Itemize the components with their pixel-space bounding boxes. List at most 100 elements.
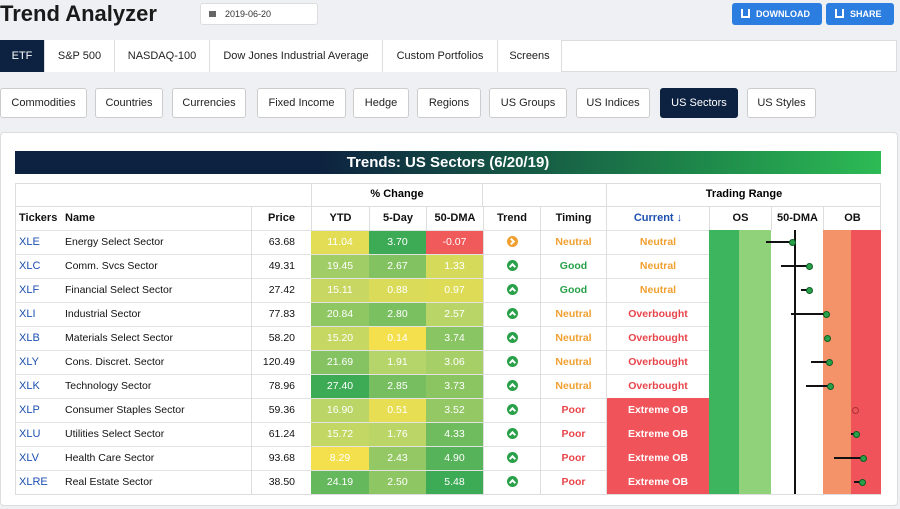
range-dot bbox=[805, 286, 813, 294]
tab[interactable]: S&P 500 bbox=[45, 40, 115, 72]
chevron bbox=[508, 310, 517, 319]
current: Overbought bbox=[606, 302, 709, 326]
page-title: Trend Analyzer bbox=[0, 1, 157, 26]
change-cell: 8.29 bbox=[311, 447, 369, 470]
change-cell: -0.07 bbox=[426, 231, 483, 254]
ticker[interactable]: XLF bbox=[19, 284, 40, 296]
tab[interactable]: Dow Jones Industrial Average bbox=[210, 40, 383, 72]
range-dot bbox=[853, 430, 861, 438]
change-cell: 16.90 bbox=[311, 399, 369, 422]
chevron bbox=[508, 334, 517, 343]
subtab[interactable]: Hedge bbox=[353, 88, 409, 118]
ticker[interactable]: XLE bbox=[19, 236, 40, 248]
range-tail bbox=[766, 241, 793, 243]
subtab[interactable]: US Styles bbox=[747, 88, 816, 118]
column-header: OB bbox=[823, 206, 881, 230]
change-cell: 2.50 bbox=[369, 471, 426, 494]
row-rule bbox=[15, 278, 709, 279]
subtab[interactable]: Regions bbox=[417, 88, 481, 118]
timing: Poor bbox=[540, 422, 606, 446]
change-cell: 3.06 bbox=[426, 351, 483, 374]
header-button[interactable]: DOWNLOAD bbox=[732, 3, 822, 25]
change-cell: 1.33 bbox=[426, 255, 483, 278]
tab[interactable]: ETF bbox=[0, 40, 45, 72]
button-icon bbox=[835, 9, 844, 18]
row-rule bbox=[15, 350, 709, 351]
price: 58.20 bbox=[251, 326, 311, 350]
trend-icon bbox=[507, 308, 518, 319]
trend-cell bbox=[483, 398, 540, 422]
chevron bbox=[508, 406, 517, 415]
row-rule bbox=[15, 398, 709, 399]
ticker[interactable]: XLU bbox=[19, 428, 41, 440]
trend-icon bbox=[507, 476, 518, 487]
column-header: 50-DMA bbox=[426, 206, 483, 230]
change-cell: 15.72 bbox=[311, 423, 369, 446]
range-dot bbox=[858, 478, 866, 486]
timing: Neutral bbox=[540, 302, 606, 326]
range-dot bbox=[824, 334, 832, 342]
name: Cons. Discret. Sector bbox=[65, 356, 165, 368]
subtab[interactable]: US Indices bbox=[576, 88, 650, 118]
tab[interactable]: Screens bbox=[498, 40, 562, 72]
current: Neutral bbox=[606, 278, 709, 302]
header-button[interactable]: SHARE bbox=[826, 3, 894, 25]
chevron bbox=[508, 262, 517, 271]
ticker[interactable]: XLP bbox=[19, 404, 40, 416]
current: Extreme OB bbox=[606, 446, 709, 470]
change-cell: 15.20 bbox=[311, 327, 369, 350]
trend-cell bbox=[483, 350, 540, 374]
chevron bbox=[508, 382, 517, 391]
table-title: Trends: US Sectors (6/20/19) bbox=[15, 151, 881, 174]
price: 49.31 bbox=[251, 254, 311, 278]
trend-cell bbox=[483, 446, 540, 470]
subtab[interactable]: Commodities bbox=[0, 88, 87, 118]
column-header[interactable]: Current ↓ bbox=[606, 206, 709, 230]
date-picker[interactable]: 2019-06-20 bbox=[200, 3, 318, 25]
ticker[interactable]: XLV bbox=[19, 452, 39, 464]
timing: Poor bbox=[540, 470, 606, 494]
subtab[interactable]: Countries bbox=[95, 88, 163, 118]
ticker[interactable]: XLB bbox=[19, 332, 40, 344]
panel: Trends: US Sectors (6/20/19) % Change Trad… bbox=[0, 132, 898, 506]
change-cell: 1.76 bbox=[369, 423, 426, 446]
column-header: 5-Day bbox=[369, 206, 426, 230]
group-header: % Change bbox=[311, 183, 483, 206]
row-rule bbox=[15, 422, 709, 423]
subtab[interactable]: US Groups bbox=[489, 88, 567, 118]
trend-icon bbox=[507, 404, 518, 415]
change-cell: 1.91 bbox=[369, 351, 426, 374]
trend-icon bbox=[507, 428, 518, 439]
timing: Good bbox=[540, 254, 606, 278]
range-zone bbox=[851, 230, 881, 494]
tab[interactable]: NASDAQ-100 bbox=[115, 40, 210, 72]
button-icon bbox=[741, 9, 750, 18]
current: Neutral bbox=[606, 230, 709, 254]
subtab[interactable]: US Sectors bbox=[660, 88, 738, 118]
timing: Neutral bbox=[540, 374, 606, 398]
change-cell: 15.11 bbox=[311, 279, 369, 302]
ticker[interactable]: XLC bbox=[19, 260, 41, 272]
current: Extreme OB bbox=[606, 470, 709, 494]
change-cell: 3.74 bbox=[426, 327, 483, 350]
name: Industrial Sector bbox=[65, 308, 141, 320]
name: Financial Select Sector bbox=[65, 284, 173, 296]
ticker[interactable]: XLK bbox=[19, 380, 40, 392]
name: Health Care Sector bbox=[65, 452, 155, 464]
column-header: OS bbox=[709, 206, 771, 230]
row-rule bbox=[15, 326, 709, 327]
ticker[interactable]: XLI bbox=[19, 308, 36, 320]
row-rule bbox=[15, 446, 709, 447]
subtab[interactable]: Currencies bbox=[172, 88, 246, 118]
trend-cell bbox=[483, 422, 540, 446]
ticker[interactable]: XLY bbox=[19, 356, 39, 368]
timing: Neutral bbox=[540, 350, 606, 374]
tab-bar: ETF S&P 500 NASDAQ-100 Dow Jones Industrial… bbox=[0, 40, 897, 72]
subtab[interactable]: Fixed Income bbox=[257, 88, 346, 118]
ticker[interactable]: XLRE bbox=[19, 476, 48, 488]
range-dot bbox=[825, 358, 833, 366]
tab[interactable]: Custom Portfolios bbox=[383, 40, 498, 72]
dma-line bbox=[794, 230, 796, 494]
trend-icon bbox=[507, 284, 518, 295]
trend-icon bbox=[507, 380, 518, 391]
